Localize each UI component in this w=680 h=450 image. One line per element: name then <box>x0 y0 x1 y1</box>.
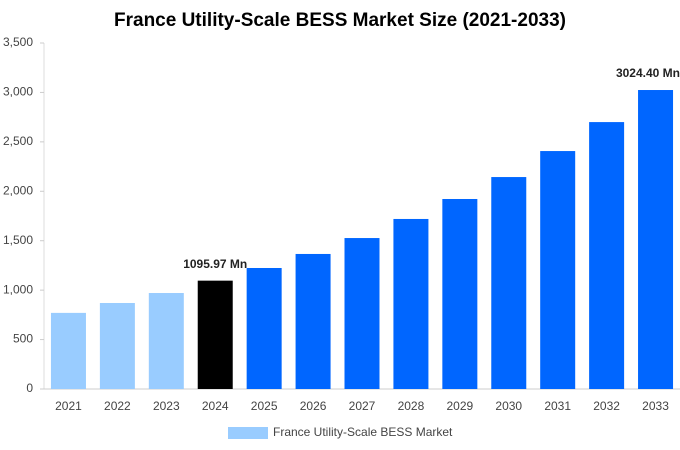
legend-swatch <box>228 427 268 439</box>
bar <box>442 198 478 389</box>
y-tick-label: 0 <box>26 381 33 395</box>
y-tick-label: 1,000 <box>3 282 33 296</box>
value-label: 1095.97 Mn <box>183 257 247 271</box>
bar <box>589 122 625 389</box>
x-tick-label: 2026 <box>300 399 327 413</box>
bar <box>99 302 135 389</box>
x-tick-label: 2024 <box>202 399 229 413</box>
bar <box>197 280 233 389</box>
bar <box>148 293 184 389</box>
y-tick-label: 2,500 <box>3 134 33 148</box>
legend-label: France Utility-Scale BESS Market <box>273 425 453 439</box>
x-tick-label: 2025 <box>251 399 278 413</box>
y-tick-label: 2,000 <box>3 183 33 197</box>
x-tick-label: 2030 <box>495 399 522 413</box>
bar <box>638 90 674 390</box>
x-tick-label: 2033 <box>642 399 669 413</box>
bar <box>540 151 576 389</box>
y-tick-label: 3,500 <box>3 35 33 49</box>
x-tick-label: 2031 <box>544 399 571 413</box>
x-tick-label: 2022 <box>104 399 131 413</box>
y-tick-label: 3,000 <box>3 85 33 99</box>
bar <box>491 177 527 389</box>
y-tick-label: 1,500 <box>3 233 33 247</box>
bar <box>344 238 380 389</box>
x-tick-label: 2023 <box>153 399 180 413</box>
bar <box>393 218 429 389</box>
chart-title: France Utility-Scale BESS Market Size (2… <box>114 10 566 31</box>
value-label: 3024.40 Mn <box>616 66 680 80</box>
x-tick-label: 2021 <box>55 399 82 413</box>
bar <box>50 312 86 389</box>
y-tick-label: 500 <box>13 332 33 346</box>
x-tick-label: 2032 <box>593 399 620 413</box>
x-tick-label: 2029 <box>446 399 473 413</box>
x-tick-label: 2027 <box>349 399 376 413</box>
bar <box>246 267 282 389</box>
bar <box>295 253 331 389</box>
x-tick-label: 2028 <box>398 399 425 413</box>
